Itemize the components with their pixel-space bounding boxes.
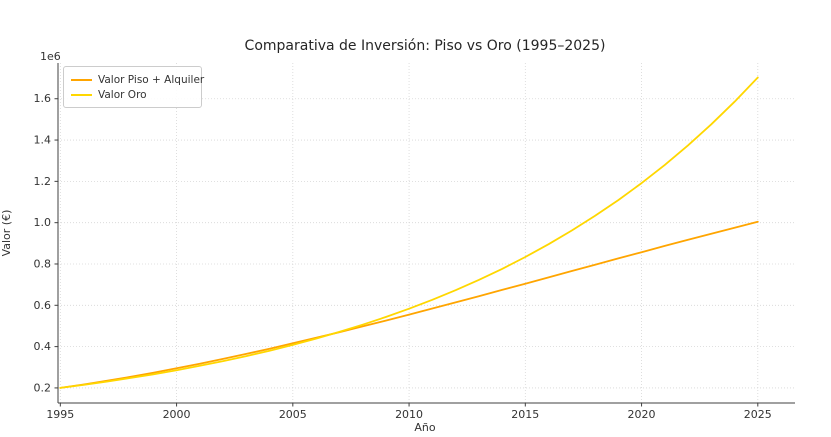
data-series-lines [59,76,759,389]
x-tick-label: 2020 [628,408,656,421]
legend-line-swatch-piso [71,78,92,81]
legend-label-oro: Valor Oro [98,88,147,101]
x-tick-label: 2010 [395,408,423,421]
gridlines [58,63,795,403]
series-line-oro [59,76,759,389]
y-tick-label: 1.4 [34,134,52,147]
y-tick-label: 1.0 [34,216,52,229]
y-axis-label: Valor (€) [0,210,13,257]
x-tick-label: 1995 [46,408,74,421]
legend-line-swatch-oro [71,93,92,96]
y-axis-offset-text: 1e6 [40,50,61,63]
y-tick-label: 0.8 [34,257,52,270]
chart-title: Comparativa de Inversión: Piso vs Oro (1… [245,38,606,54]
x-tick-label: 2015 [511,408,539,421]
legend-label-piso: Valor Piso + Alquiler [98,73,205,86]
legend-item-oro: Valor Oro [71,87,193,102]
series-line-piso-alquiler [59,220,759,389]
axes-spines-and-ticks [54,63,795,407]
legend: Valor Piso + Alquiler Valor Oro [63,66,204,108]
x-axis-label: Año [414,421,435,434]
y-tick-label: 0.6 [34,299,52,312]
y-tick-label: 1.2 [34,175,52,188]
x-tick-label: 2025 [744,408,772,421]
x-tick-label: 2000 [163,408,191,421]
legend-item-piso: Valor Piso + Alquiler [71,72,204,87]
y-tick-label: 1.6 [34,92,52,105]
y-tick-label: 0.4 [34,340,52,353]
tick-labels: 1995 2000 2005 2010 2015 2020 2025 0.2 0.4 0.6 0.8… [34,92,772,421]
x-tick-label: 2005 [279,408,307,421]
y-tick-label: 0.2 [34,381,52,394]
